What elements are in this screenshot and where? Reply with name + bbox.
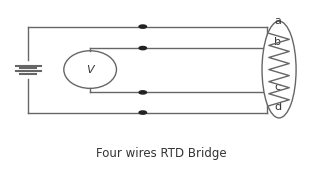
Ellipse shape: [262, 21, 296, 118]
Text: d: d: [274, 102, 282, 112]
Text: b: b: [274, 37, 281, 47]
Text: c: c: [274, 82, 281, 92]
Text: Four wires RTD Bridge: Four wires RTD Bridge: [96, 147, 227, 160]
Circle shape: [139, 91, 146, 94]
Circle shape: [139, 25, 146, 28]
Text: a: a: [274, 16, 281, 26]
Circle shape: [139, 46, 146, 50]
Circle shape: [139, 111, 146, 114]
Text: V: V: [86, 65, 94, 75]
